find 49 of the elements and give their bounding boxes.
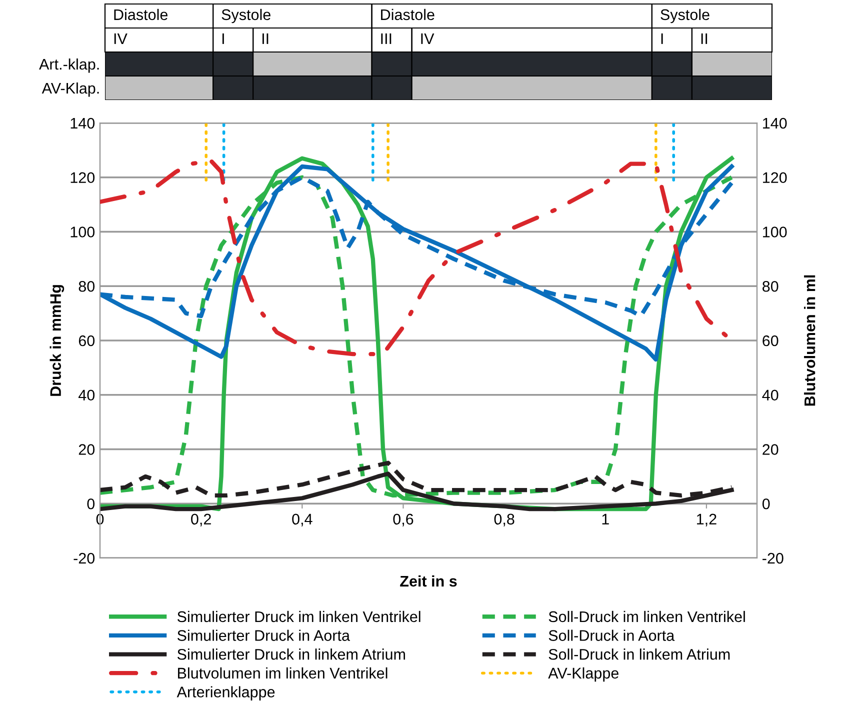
y2-tick-label: 80 bbox=[762, 280, 778, 292]
y2-tick-label: 140 bbox=[763, 118, 787, 129]
y2-tick-label: 120 bbox=[763, 172, 787, 184]
legend-label: Simulierter Druck in linkem Atrium bbox=[177, 648, 405, 660]
y2-axis-title: Blutvolumen in ml bbox=[804, 275, 816, 406]
y2-tick-label: 100 bbox=[763, 226, 787, 238]
y-axis-title: Druck in mmHg bbox=[50, 285, 64, 396]
text: IV bbox=[421, 33, 434, 44]
y-tick-label: Art.-klap. bbox=[39, 58, 99, 73]
text: II bbox=[262, 33, 268, 44]
legend-label: Arterienklappe bbox=[176, 686, 275, 700]
x-tick-label: 1,2 bbox=[697, 514, 716, 526]
y-tick-label: 80 bbox=[78, 280, 95, 292]
y-tick-label: 140 bbox=[70, 118, 95, 129]
legend-label: Simulierter Druck in Aorta bbox=[177, 630, 350, 641]
y-tick-label: -20 bbox=[74, 552, 95, 564]
x-tick-label: 0,2 bbox=[191, 514, 211, 526]
text: II bbox=[701, 33, 708, 44]
x-tick-label: 0,6 bbox=[393, 514, 414, 526]
y-tick-label: 40 bbox=[78, 390, 95, 401]
y2-tick-label: 0 bbox=[762, 498, 770, 510]
text: IV bbox=[114, 33, 128, 44]
y-tick-label: 60 bbox=[78, 335, 95, 346]
legend-label: Simulierter Druck im linken Ventrikel bbox=[177, 610, 420, 622]
x-tick-label: 0,4 bbox=[292, 514, 312, 526]
x-axis-title: Zeit in s bbox=[400, 575, 457, 587]
y-tick-label: AV-Klap. bbox=[42, 82, 99, 97]
legend-label: Blutvolumen im linken Ventrikel bbox=[178, 667, 388, 679]
legend-label: Soll-Druck in linkem Atrium bbox=[548, 648, 730, 660]
text: Systole bbox=[660, 8, 710, 24]
y-tick-label: 120 bbox=[70, 172, 95, 184]
y-tick-label: 0 bbox=[87, 498, 95, 510]
legend-label: AV-Klappe bbox=[548, 667, 618, 682]
text: I bbox=[661, 33, 663, 44]
text: I bbox=[222, 33, 224, 44]
y-tick-label: 100 bbox=[70, 226, 95, 238]
x-tick-label: 1 bbox=[602, 514, 609, 524]
y2-tick-label: 60 bbox=[762, 335, 778, 346]
y2-tick-label: 20 bbox=[762, 444, 778, 455]
x-tick-label: 0,8 bbox=[494, 514, 514, 526]
text: Systole bbox=[222, 8, 270, 24]
y2-tick-label: 40 bbox=[762, 390, 778, 401]
text: Diastole bbox=[114, 8, 168, 20]
legend-label: Soll-Druck in Aorta bbox=[548, 630, 675, 641]
y2-tick-label: -20 bbox=[762, 552, 784, 564]
text: III bbox=[381, 33, 392, 44]
legend-label: Soll-Druck im linken Ventrikel bbox=[548, 610, 745, 622]
text: Diastole bbox=[381, 8, 434, 20]
y-tick-label: 20 bbox=[78, 444, 95, 455]
